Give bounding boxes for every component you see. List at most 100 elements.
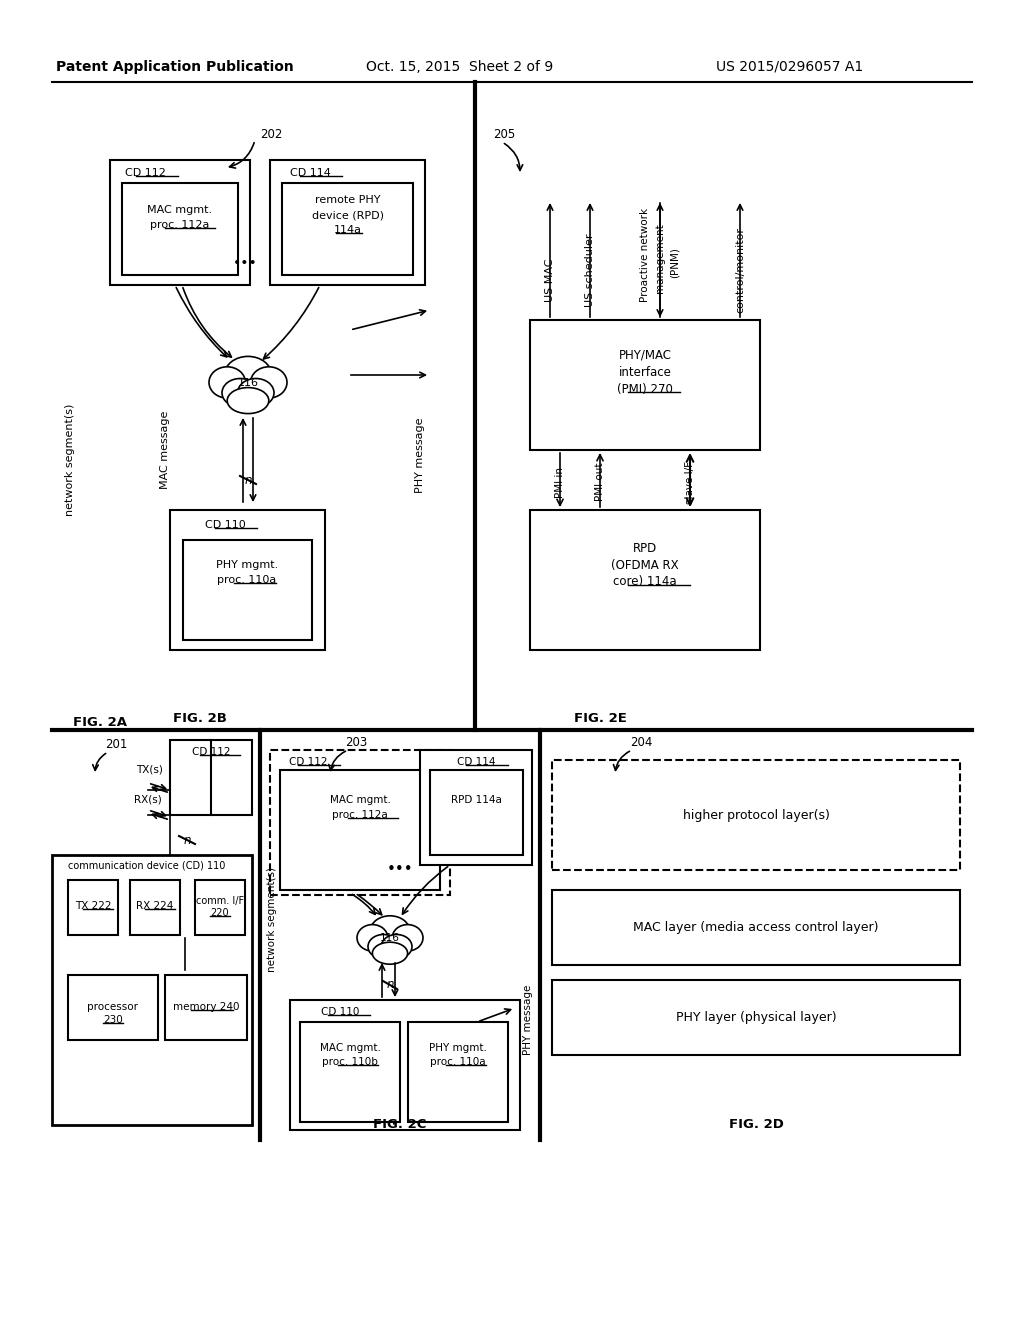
Bar xyxy=(170,741,252,814)
Text: processor: processor xyxy=(87,1002,138,1012)
Text: memory 240: memory 240 xyxy=(173,1002,240,1012)
Text: MAC mgmt.: MAC mgmt. xyxy=(147,205,213,215)
Text: n: n xyxy=(386,978,394,991)
Text: (PMI) 270: (PMI) 270 xyxy=(617,383,673,396)
Text: US MAC: US MAC xyxy=(545,259,555,302)
Text: Patent Application Publication: Patent Application Publication xyxy=(56,59,294,74)
Bar xyxy=(52,855,252,1125)
Text: RPD 114a: RPD 114a xyxy=(451,795,502,805)
Text: RX(s): RX(s) xyxy=(134,795,162,805)
Text: device (RPD): device (RPD) xyxy=(312,210,384,220)
Text: control/monitor: control/monitor xyxy=(735,227,745,313)
Ellipse shape xyxy=(238,379,274,407)
Ellipse shape xyxy=(368,935,398,958)
Text: n: n xyxy=(245,474,252,487)
Bar xyxy=(68,880,118,935)
Text: FIG. 2E: FIG. 2E xyxy=(573,711,627,725)
Text: US 2015/0296057 A1: US 2015/0296057 A1 xyxy=(717,59,863,74)
Text: 230: 230 xyxy=(103,1015,123,1026)
Text: FIG. 2A: FIG. 2A xyxy=(73,717,127,730)
Text: CD 114: CD 114 xyxy=(290,168,331,178)
Bar xyxy=(300,1022,400,1122)
Text: CD 110: CD 110 xyxy=(321,1007,359,1016)
Ellipse shape xyxy=(371,916,410,946)
Text: 116: 116 xyxy=(380,933,400,942)
Bar xyxy=(530,319,760,450)
Text: PHY message: PHY message xyxy=(523,985,534,1055)
Bar xyxy=(165,975,247,1040)
Text: core) 114a: core) 114a xyxy=(613,576,677,589)
Text: 204: 204 xyxy=(630,735,652,748)
Ellipse shape xyxy=(222,379,258,407)
Bar xyxy=(290,1001,520,1130)
Bar xyxy=(195,880,245,935)
Bar xyxy=(183,540,312,640)
Text: Oct. 15, 2015  Sheet 2 of 9: Oct. 15, 2015 Sheet 2 of 9 xyxy=(367,59,554,74)
Ellipse shape xyxy=(357,924,388,950)
Bar xyxy=(68,975,158,1040)
Text: PHY mgmt.: PHY mgmt. xyxy=(429,1043,487,1053)
Text: PHY layer (physical layer): PHY layer (physical layer) xyxy=(676,1011,837,1023)
Text: MAC message: MAC message xyxy=(160,411,170,490)
Text: FIG. 2B: FIG. 2B xyxy=(173,711,227,725)
Bar xyxy=(408,1022,508,1122)
Bar xyxy=(552,890,961,965)
Text: remote PHY: remote PHY xyxy=(315,195,381,205)
Text: Proactive network: Proactive network xyxy=(640,209,650,302)
Text: FIG. 2C: FIG. 2C xyxy=(374,1118,427,1131)
Text: FIG. 2D: FIG. 2D xyxy=(728,1118,783,1131)
Text: 220: 220 xyxy=(211,908,229,917)
Bar xyxy=(530,510,760,649)
Text: (PNM): (PNM) xyxy=(670,248,680,279)
Ellipse shape xyxy=(227,388,268,413)
Text: MAC mgmt.: MAC mgmt. xyxy=(319,1043,381,1053)
Text: PMI out: PMI out xyxy=(595,463,605,502)
Text: management: management xyxy=(655,223,665,293)
Text: higher protocol layer(s): higher protocol layer(s) xyxy=(683,808,829,821)
Text: (OFDMA RX: (OFDMA RX xyxy=(611,558,679,572)
Text: proc. 110a: proc. 110a xyxy=(217,576,276,585)
Bar xyxy=(110,160,250,285)
Ellipse shape xyxy=(373,942,408,964)
Text: slave I/F: slave I/F xyxy=(685,461,695,503)
Text: MAC layer (media access control layer): MAC layer (media access control layer) xyxy=(633,920,879,933)
Text: comm. I/F: comm. I/F xyxy=(196,896,244,906)
Text: CD 112: CD 112 xyxy=(191,747,230,756)
Bar xyxy=(282,183,413,275)
Ellipse shape xyxy=(251,367,287,399)
Bar xyxy=(170,510,325,649)
Text: proc. 110b: proc. 110b xyxy=(323,1057,378,1067)
Text: PMI in: PMI in xyxy=(555,466,565,498)
Text: proc. 112a: proc. 112a xyxy=(151,220,210,230)
Text: 205: 205 xyxy=(493,128,515,141)
Text: 114a: 114a xyxy=(334,224,362,235)
Bar xyxy=(552,979,961,1055)
Text: 202: 202 xyxy=(260,128,283,141)
Bar xyxy=(420,750,532,865)
Text: communication device (CD) 110: communication device (CD) 110 xyxy=(68,861,225,870)
Bar xyxy=(270,750,450,895)
Text: network segment(s): network segment(s) xyxy=(267,867,278,973)
Text: •••: ••• xyxy=(387,862,414,878)
Text: RX 224: RX 224 xyxy=(136,902,174,911)
Text: CD 114: CD 114 xyxy=(457,756,496,767)
Text: network segment(s): network segment(s) xyxy=(65,404,75,516)
Text: PHY message: PHY message xyxy=(415,417,425,492)
Ellipse shape xyxy=(224,356,271,393)
Text: proc. 110a: proc. 110a xyxy=(430,1057,485,1067)
Text: TX(s): TX(s) xyxy=(136,766,164,775)
Bar xyxy=(270,160,425,285)
Text: interface: interface xyxy=(618,366,672,379)
Bar xyxy=(122,183,238,275)
Text: 203: 203 xyxy=(345,735,368,748)
Bar xyxy=(552,760,961,870)
Ellipse shape xyxy=(381,935,412,958)
Text: TX 222: TX 222 xyxy=(75,902,112,911)
Text: 201: 201 xyxy=(105,738,127,751)
Text: 116: 116 xyxy=(238,378,258,388)
Text: CD 112: CD 112 xyxy=(289,756,328,767)
Text: CD 110: CD 110 xyxy=(205,520,246,531)
Bar xyxy=(130,880,180,935)
Text: PHY/MAC: PHY/MAC xyxy=(618,348,672,362)
Ellipse shape xyxy=(392,924,423,950)
